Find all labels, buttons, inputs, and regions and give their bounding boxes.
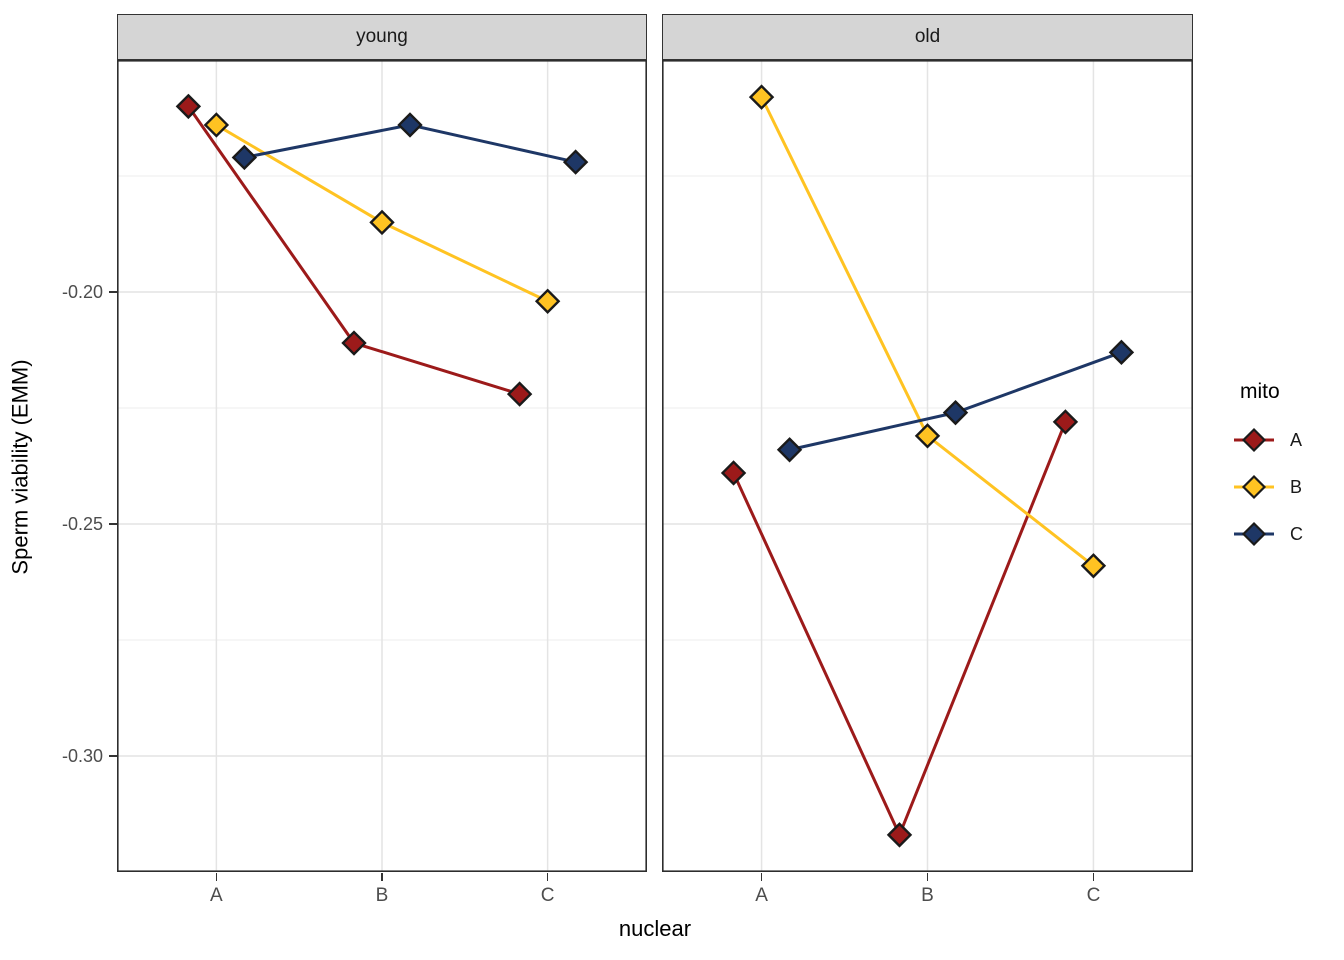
marker-old-A-C bbox=[1052, 409, 1079, 435]
marker-young-B-C bbox=[534, 288, 561, 314]
y-tick-mark bbox=[109, 755, 117, 757]
legend-entry-B: B bbox=[1232, 473, 1344, 501]
legend-entry-label: B bbox=[1290, 476, 1303, 497]
x-tick-mark bbox=[546, 873, 549, 881]
marker-old-B-C bbox=[1080, 553, 1107, 579]
y-tick-mark bbox=[109, 523, 117, 525]
plot-panel-young-canvas bbox=[117, 60, 647, 873]
marker-old-A-A bbox=[720, 460, 747, 486]
marker-old-B-A bbox=[748, 84, 775, 110]
legend-entry-C: C bbox=[1232, 520, 1344, 548]
facet-strip-young-label: young bbox=[356, 26, 408, 47]
panel-border bbox=[662, 60, 1193, 873]
x-tick-mark bbox=[381, 873, 383, 881]
x-tick-mark bbox=[760, 873, 763, 881]
x-tick-mark bbox=[1092, 873, 1095, 881]
x-tick-label: C bbox=[540, 885, 555, 906]
x-tick-mark bbox=[926, 873, 929, 881]
marker-old-B-B bbox=[914, 423, 941, 449]
facet-strip-old: old bbox=[662, 14, 1193, 60]
y-tick-label: -0.30 bbox=[61, 746, 103, 766]
y-tick-mark bbox=[109, 291, 117, 293]
marker-old-C-A bbox=[776, 437, 803, 463]
marker-young-C-B bbox=[397, 112, 423, 138]
marker-old-A-B bbox=[886, 822, 913, 848]
marker-old-C-B bbox=[942, 399, 969, 426]
plot-panel-old-canvas bbox=[662, 60, 1193, 873]
x-tick-label: C bbox=[1086, 885, 1101, 906]
legend-key-diamond-icon bbox=[1234, 427, 1274, 453]
legend-entry-label: A bbox=[1290, 429, 1303, 450]
legend-entries: A B C bbox=[1232, 426, 1344, 548]
y-axis-title-text: Sperm viability (EMM) bbox=[8, 358, 34, 575]
legend-entry-A: A bbox=[1232, 426, 1344, 454]
x-tick-label: A bbox=[755, 885, 768, 906]
marker-old-C-C bbox=[1108, 339, 1135, 366]
plot-panel-old bbox=[662, 60, 1193, 873]
series-line-A bbox=[732, 421, 1067, 839]
marker-young-B-A bbox=[203, 112, 230, 138]
facet-strip-young: young bbox=[117, 14, 647, 60]
plot-panel-young bbox=[117, 60, 647, 873]
facet-strip-old-label: old bbox=[914, 26, 941, 47]
x-tick-label: A bbox=[210, 885, 223, 906]
legend-title: mito bbox=[1240, 380, 1280, 403]
y-tick-label: -0.25 bbox=[61, 514, 103, 534]
panel-border bbox=[117, 60, 647, 873]
legend-entry-label: C bbox=[1290, 523, 1303, 544]
marker-young-A-C bbox=[506, 381, 533, 407]
x-axis-title: nuclear bbox=[618, 916, 692, 941]
legend-mito: mito A B C bbox=[1232, 380, 1344, 567]
x-tick-label: B bbox=[375, 885, 389, 906]
legend-key-diamond-icon bbox=[1234, 521, 1274, 547]
marker-young-A-B bbox=[341, 330, 367, 356]
x-tick-mark bbox=[215, 873, 218, 881]
x-tick-label: B bbox=[921, 885, 934, 906]
marker-young-A-A bbox=[175, 93, 202, 120]
marker-young-B-B bbox=[369, 209, 395, 236]
legend-key-diamond-icon bbox=[1234, 474, 1274, 500]
y-tick-label: -0.20 bbox=[61, 282, 103, 302]
marker-young-C-C bbox=[562, 149, 589, 175]
marker-young-C-A bbox=[231, 144, 258, 171]
